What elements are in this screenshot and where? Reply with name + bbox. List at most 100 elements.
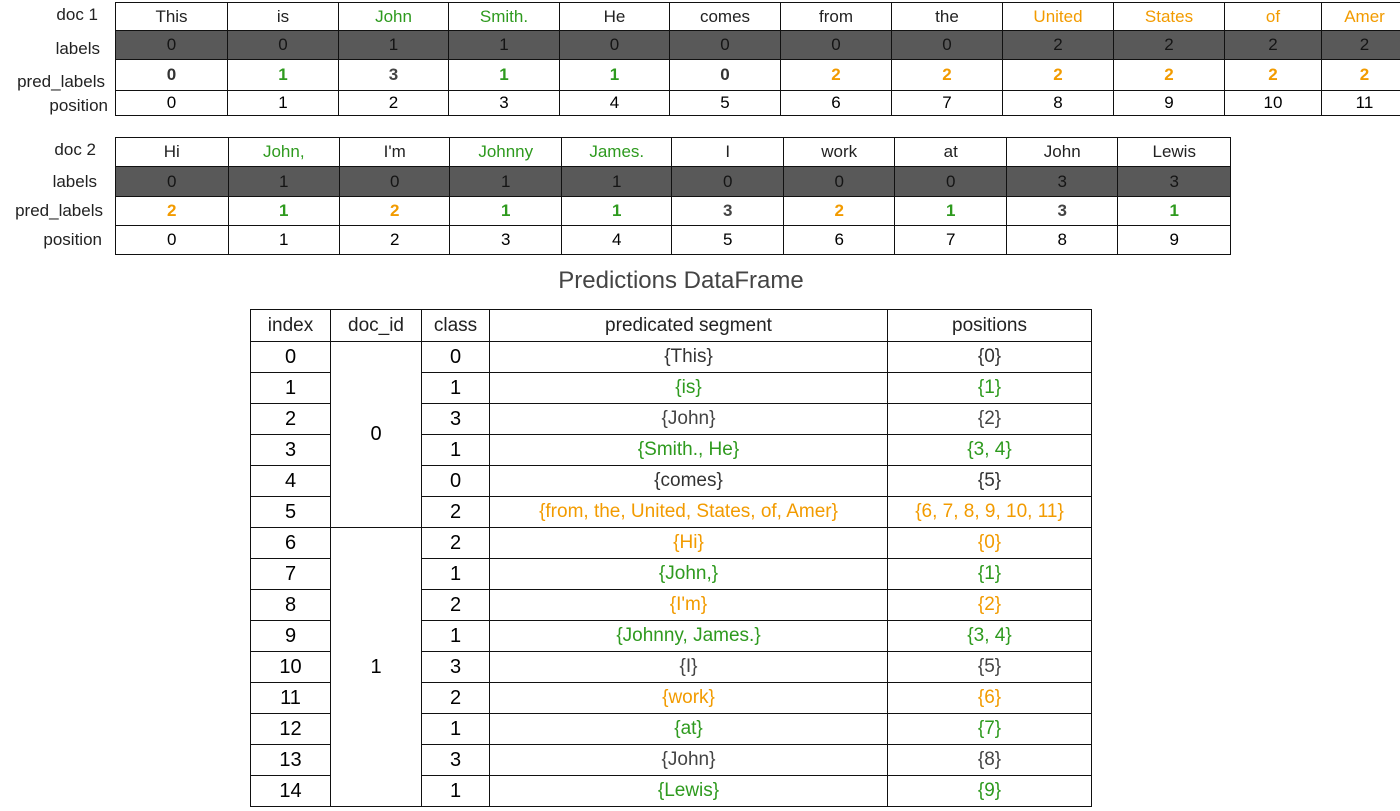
row-index-cell: 14: [250, 775, 331, 807]
doc2-labels-cell: 0: [894, 166, 1007, 197]
row-index-cell: 11: [250, 682, 331, 714]
dataframe-row: 8 2 {I'm} {2}: [250, 589, 1092, 621]
doc2-labels-cell: 1: [560, 166, 673, 197]
positions-cell: {2}: [887, 589, 1092, 621]
row-index-cell: 8: [250, 589, 331, 621]
doc2-words-cell: John: [1005, 137, 1119, 167]
doc2-words-cell: Hi: [115, 137, 229, 167]
class-cell: 2: [421, 682, 490, 714]
doc1-labels-cell: 2: [1321, 30, 1400, 60]
column-header-doc-id: doc_id: [330, 309, 422, 342]
doc1-pred-labels-cell: 2: [1224, 59, 1322, 91]
doc1-words-cell: John: [338, 2, 449, 31]
predicated-segment-cell: {comes}: [489, 465, 888, 497]
positions-cell: {6, 7, 8, 9, 10, 11}: [887, 496, 1092, 528]
doc1-labels-cell: 1: [338, 30, 449, 60]
predicated-segment-cell: {Johnny, James.}: [489, 620, 888, 652]
doc1-position-cell: 3: [448, 90, 560, 116]
doc1-pred-labels-cell: 2: [780, 59, 892, 91]
dataframe-row: 2 3 {John} {2}: [250, 403, 1092, 435]
doc1-labels-cell: 0: [227, 30, 339, 60]
doc2-pred-labels-cell: 3: [671, 196, 784, 226]
doc1-labels-cell: 2: [1224, 30, 1322, 60]
predicated-segment-cell: {I}: [489, 651, 888, 683]
row-index-cell: 7: [250, 558, 331, 590]
doc1-labels-cell: 0: [559, 30, 670, 60]
predicated-segment-cell: {I'm}: [489, 589, 888, 621]
class-cell: 0: [421, 465, 490, 497]
doc2-position-label: position: [43, 230, 102, 249]
doc-id-cell: 1: [330, 527, 422, 807]
doc1-position-cell: 1: [227, 90, 339, 116]
row-index-cell: 13: [250, 744, 331, 776]
doc1-labels-cell: 0: [115, 30, 228, 60]
dataframe-row: 5 2 {from, the, United, States, of, Amer}{…: [250, 496, 1092, 528]
doc2-pred-labels-cell: 1: [894, 196, 1007, 226]
doc2-position-cell: 4: [560, 225, 673, 255]
doc1-labels-cell: 2: [1002, 30, 1114, 60]
doc1-pred-labels-cell: 0: [115, 59, 228, 91]
doc2-position-cell: 5: [671, 225, 784, 255]
doc2-pred-labels-cell: 2: [115, 196, 229, 226]
doc2-labels-cell: 0: [115, 166, 229, 197]
doc2-position-cell: 0: [115, 225, 229, 255]
doc1-labels-label: labels: [55, 39, 100, 58]
doc2-pred-labels-cell: 2: [782, 196, 896, 226]
row-index-cell: 12: [250, 713, 331, 745]
doc2-position-cell: 6: [782, 225, 896, 255]
dataframe-header-row: index doc_id class predicated segment po…: [250, 309, 1092, 342]
doc2-pred-labels-label: pred_labels: [15, 201, 103, 220]
column-header-class: class: [421, 309, 490, 342]
dataframe-row: 14 1 {Lewis} {9}: [250, 775, 1092, 807]
doc1-position-label: position: [49, 96, 108, 115]
doc1-position-cell: 11: [1321, 90, 1400, 116]
doc2-pred-labels-cell: 1: [1117, 196, 1231, 226]
predictions-dataframe-table: index doc_id class predicated segment po…: [250, 309, 1092, 807]
doc1-pred-labels-cell: 2: [1321, 59, 1400, 91]
doc1-words-cell: is: [227, 2, 339, 31]
doc2-labels-cell: 3: [1005, 166, 1119, 197]
doc2-position-cell: 9: [1117, 225, 1231, 255]
doc1-pred-labels-label: pred_labels: [17, 72, 105, 91]
doc1-words-cell: of: [1224, 2, 1322, 31]
doc1-position-cell: 5: [669, 90, 781, 116]
doc1-words-row: This is John Smith. He comes from the United Stat…: [115, 2, 1400, 31]
doc2-position-cell: 3: [449, 225, 562, 255]
doc1-position-cell: 10: [1224, 90, 1322, 116]
doc1-labels-cell: 2: [1113, 30, 1225, 60]
doc2-position-cell: 2: [338, 225, 451, 255]
doc1-position-row: 0 1 2 3 4 5 6 7 8 9 10 11: [115, 90, 1400, 116]
doc1-sequence-table: This is John Smith. He comes from the United Stat…: [115, 2, 1400, 116]
doc1-words-cell: United: [1002, 2, 1114, 31]
class-cell: 2: [421, 527, 490, 559]
positions-cell: {1}: [887, 558, 1092, 590]
dataframe-row: 7 1 {John,} {1}: [250, 558, 1092, 590]
doc1-words-cell: This: [115, 2, 228, 31]
doc2-label: doc 2: [54, 140, 96, 159]
doc1-position-cell: 4: [559, 90, 670, 116]
positions-cell: {0}: [887, 527, 1092, 559]
doc2-words-cell: James.: [560, 137, 673, 167]
class-cell: 1: [421, 775, 490, 807]
doc1-labels-cell: 0: [780, 30, 892, 60]
positions-cell: {9}: [887, 775, 1092, 807]
class-cell: 1: [421, 372, 490, 404]
doc2-position-cell: 1: [227, 225, 340, 255]
column-header-index: index: [250, 309, 331, 342]
doc1-position-cell: 7: [891, 90, 1003, 116]
positions-cell: {6}: [887, 682, 1092, 714]
dataframe-row: 4 0 {comes} {5}: [250, 465, 1092, 497]
predicated-segment-cell: {John}: [489, 403, 888, 435]
column-header-predicated-segment: predicated segment: [489, 309, 888, 342]
dataframe-title: Predictions DataFrame: [558, 267, 804, 294]
doc2-words-cell: Lewis: [1117, 137, 1231, 167]
positions-cell: {5}: [887, 465, 1092, 497]
doc2-pred-labels-cell: 3: [1005, 196, 1119, 226]
positions-cell: {2}: [887, 403, 1092, 435]
positions-cell: {3, 4}: [887, 434, 1092, 466]
